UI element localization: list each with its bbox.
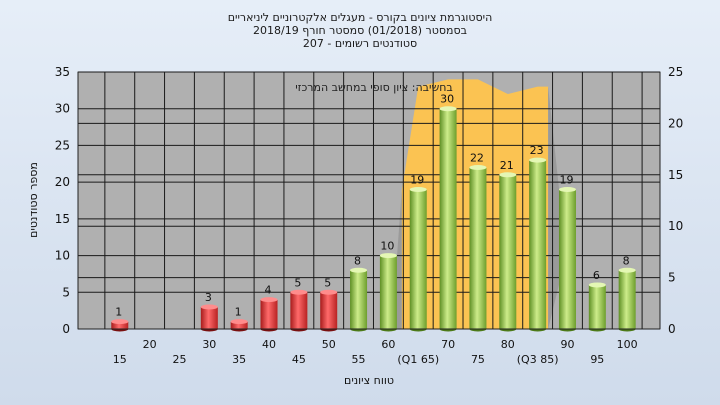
chart-subtitle-semester: בסמסטר (01/2018) סמסטר חורף 2018/19 — [253, 24, 467, 37]
bar — [320, 292, 338, 329]
bar — [529, 160, 547, 329]
bar — [350, 270, 368, 329]
bar-value-label: 5 — [324, 276, 331, 289]
x-tick-label: 90 — [560, 338, 574, 351]
bar-value-label: 19 — [410, 173, 424, 186]
x-tick-label: 75 — [471, 353, 485, 366]
bar-top — [618, 267, 636, 273]
bar — [260, 299, 278, 329]
bar-value-label: 23 — [530, 144, 544, 157]
bar-top — [529, 157, 547, 163]
bar-value-label: 5 — [294, 276, 301, 289]
bar — [111, 321, 129, 329]
y-tick-label-left: 25 — [55, 138, 70, 152]
x-tick-label: 40 — [262, 338, 276, 351]
x-tick-label: 80 — [501, 338, 515, 351]
bar — [200, 306, 218, 329]
bar-top — [499, 172, 517, 178]
y-tick-label-left: 15 — [55, 212, 70, 226]
x-axis-label: טווח ציונים — [344, 374, 394, 387]
x-tick-label: 45 — [292, 353, 306, 366]
bar-top — [379, 253, 397, 259]
bar-value-label: 1 — [235, 306, 242, 319]
y-tick-label-right: 15 — [668, 168, 683, 182]
bar-top — [409, 186, 427, 192]
y-tick-label-left: 35 — [55, 65, 70, 79]
bar-top — [588, 282, 606, 288]
x-tick-label: 60 — [381, 338, 395, 351]
bar-top — [439, 106, 457, 112]
bar — [290, 292, 308, 329]
x-tick-label: 95 — [590, 353, 604, 366]
bar-top — [290, 289, 308, 295]
y-tick-label-right: 5 — [668, 271, 676, 285]
bar — [379, 255, 397, 329]
x-tick-label: (Q3 85) — [517, 353, 559, 366]
bar-value-label: 3 — [205, 291, 212, 304]
bar-value-label: 22 — [470, 151, 484, 164]
y-tick-label-left: 0 — [62, 322, 70, 336]
bar — [558, 189, 576, 329]
bar-value-label: 6 — [593, 269, 600, 282]
bar-top — [230, 319, 248, 325]
bar — [588, 284, 606, 329]
bar-value-label: 8 — [623, 254, 630, 267]
y-tick-label-left: 20 — [55, 175, 70, 189]
bar — [499, 174, 517, 329]
x-tick-label: 35 — [232, 353, 246, 366]
bar-value-label: 4 — [265, 284, 272, 297]
chart-title: היסטוגרמת ציונים בקורס - מעגלים אלקטרוני… — [227, 11, 493, 24]
bar-top — [320, 289, 338, 295]
bar-value-label: 21 — [500, 159, 514, 172]
x-tick-label: 15 — [113, 353, 127, 366]
chart-annotation: בחשיבה: ציון סופי במחשב המרכזי — [295, 81, 453, 94]
bar — [469, 167, 487, 329]
bar-value-label: 30 — [440, 93, 454, 106]
x-tick-label: (Q1 65) — [397, 353, 439, 366]
x-tick-label: 25 — [172, 353, 186, 366]
bar-value-label: 8 — [354, 254, 361, 267]
y-tick-label-right: 25 — [668, 65, 683, 79]
y-tick-label-right: 20 — [668, 116, 683, 130]
bar-value-label: 10 — [380, 240, 394, 253]
x-tick-label: 50 — [322, 338, 336, 351]
bar — [230, 321, 248, 329]
y-tick-label-left: 30 — [55, 102, 70, 116]
bar-top — [469, 164, 487, 170]
y-tick-label-right: 10 — [668, 219, 683, 233]
bar — [409, 189, 427, 329]
bar-top — [350, 267, 368, 273]
y-tick-label-left: 10 — [55, 249, 70, 263]
chart-subtitle-enrolled: סטודנטים רשומים - 207 — [302, 37, 418, 50]
bar-top — [558, 186, 576, 192]
bar-top — [200, 304, 218, 310]
bar — [618, 270, 636, 329]
bar-value-label: 19 — [559, 173, 573, 186]
y-tick-label-left: 5 — [62, 285, 70, 299]
x-tick-label: 30 — [202, 338, 216, 351]
y-axis-label: מספר סטודנטים — [27, 162, 40, 238]
x-tick-label: 100 — [617, 338, 638, 351]
x-tick-label: 55 — [352, 353, 366, 366]
bar — [439, 108, 457, 329]
x-tick-label: 70 — [441, 338, 455, 351]
x-tick-label: 20 — [143, 338, 157, 351]
bar-top — [260, 297, 278, 303]
y-tick-label-right: 0 — [668, 322, 676, 336]
bar-value-label: 1 — [115, 306, 122, 319]
bar-top — [111, 319, 129, 325]
